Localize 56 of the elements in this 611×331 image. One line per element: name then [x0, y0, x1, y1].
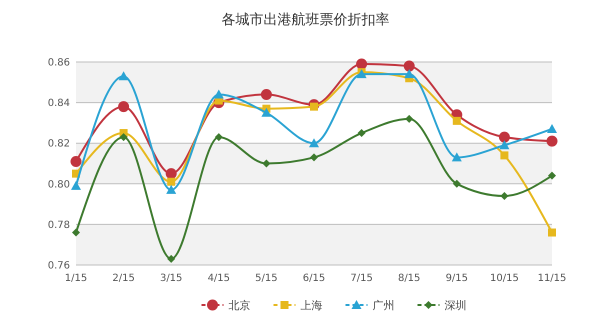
point [500, 192, 508, 200]
point [356, 58, 368, 70]
point [310, 102, 318, 111]
point [499, 140, 510, 150]
x-tick-label: 2/15 [112, 273, 135, 284]
x-tick-label: 3/15 [160, 273, 182, 284]
x-tick-label: 4/15 [208, 273, 230, 284]
x-tick-label: 6/15 [302, 273, 326, 284]
point [71, 180, 81, 190]
point [167, 178, 176, 186]
x-tick-label: 9/15 [446, 273, 468, 284]
legend-label: 深圳 [444, 298, 466, 312]
point [548, 172, 556, 180]
y-tick-label: 0.84 [48, 98, 70, 110]
point [166, 184, 176, 194]
legend-label: 广州 [372, 298, 394, 312]
x-tick-label: 11/15 [538, 273, 566, 284]
point [70, 156, 82, 167]
point [166, 168, 177, 180]
point [262, 160, 270, 168]
point [452, 116, 461, 125]
point [358, 129, 366, 138]
point [547, 124, 557, 133]
point [118, 101, 130, 112]
point [498, 132, 510, 143]
x-tick-label: 10/15 [490, 273, 519, 284]
x-tick-label: 7/15 [350, 273, 373, 284]
legend-label: 上海 [300, 298, 322, 312]
point [214, 133, 223, 142]
x-tick-label: 1/15 [64, 273, 88, 284]
point [261, 108, 272, 117]
point [546, 136, 558, 147]
point [405, 114, 414, 123]
x-tick-label: 8/15 [398, 273, 420, 284]
point [548, 228, 556, 237]
point [72, 228, 80, 237]
point [260, 88, 272, 100]
point [214, 89, 224, 98]
point [309, 138, 319, 148]
y-tick-label: 0.76 [48, 260, 70, 272]
legend-label: 北京 [228, 298, 250, 312]
chart-title: 各城市出港航班票价折扣率 [222, 12, 390, 28]
point [452, 152, 462, 162]
y-tick-label: 0.80 [48, 179, 70, 190]
point [404, 69, 414, 78]
y-tick-label: 0.86 [48, 58, 70, 68]
point [310, 153, 318, 162]
x-tick-label: 5/15 [255, 273, 278, 284]
point [452, 180, 461, 188]
point [500, 151, 508, 160]
point [118, 71, 129, 80]
point [404, 60, 415, 72]
y-tick-label: 0.82 [48, 138, 70, 150]
y-tick-label: 0.78 [48, 220, 70, 231]
point [167, 254, 176, 263]
point [120, 133, 128, 142]
